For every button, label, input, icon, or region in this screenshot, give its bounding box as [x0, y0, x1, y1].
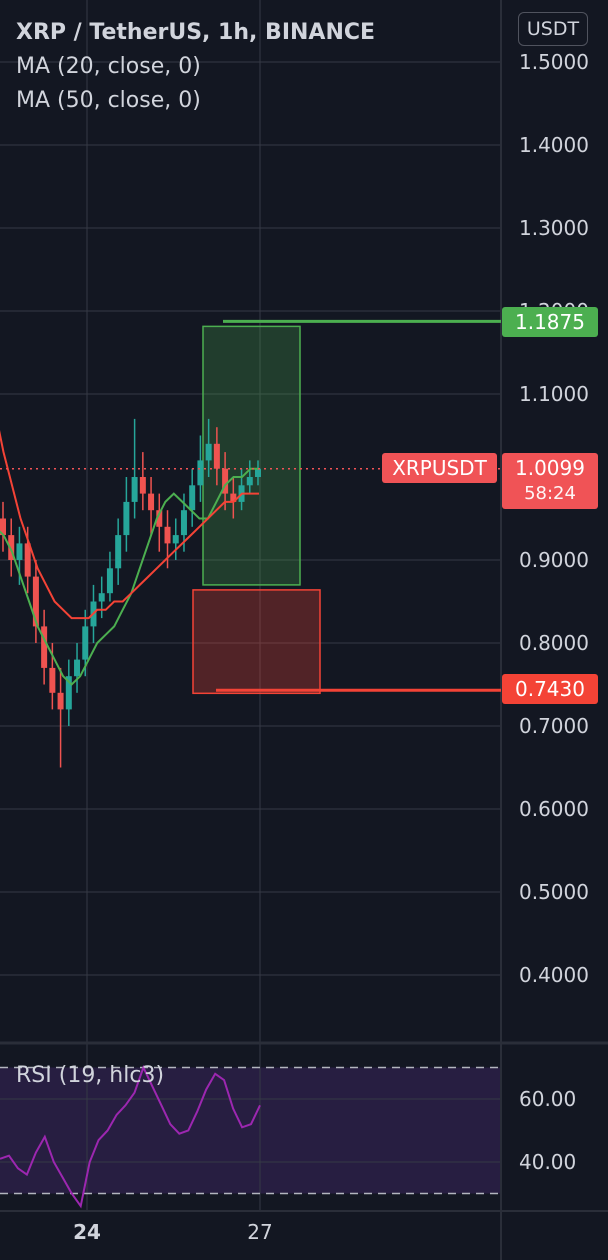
candle-body	[255, 468, 261, 477]
time-tick-label: 27	[247, 1220, 272, 1244]
candle-body	[24, 543, 31, 577]
candle-body	[205, 443, 212, 461]
price-tick-label: 0.9000	[519, 548, 589, 572]
time-tick-label: 24	[73, 1220, 101, 1244]
candle-body	[164, 526, 171, 544]
ma50-legend[interactable]: MA (50, close, 0)	[16, 88, 201, 113]
take-profit-tag: 1.1875	[502, 307, 598, 337]
candle-body	[139, 477, 146, 494]
candle-body	[57, 692, 64, 710]
candle-body	[41, 626, 48, 668]
price-tick-label: 0.7000	[519, 714, 589, 738]
candle-body	[49, 667, 56, 693]
ma50-line	[0, 430, 259, 620]
candle-body	[172, 535, 179, 544]
loss-zone	[192, 589, 321, 695]
price-tick-label: 1.1000	[519, 382, 589, 406]
candle-body	[197, 460, 204, 486]
ma20-legend[interactable]: MA (20, close, 0)	[16, 54, 201, 79]
candle-body	[131, 477, 138, 502]
last-price-tag: 1.0099 58:24	[502, 453, 598, 509]
candle-body	[180, 510, 187, 536]
rsi-band	[0, 1067, 501, 1194]
rsi-line	[0, 1064, 261, 1209]
chart-legend: XRP / TetherUS, 1h, BINANCE MA (20, clos…	[16, 16, 375, 118]
bar-countdown: 58:24	[524, 483, 576, 504]
candle-body	[115, 535, 122, 569]
symbol-tag: XRPUSDT	[382, 453, 497, 483]
candle-body	[65, 676, 72, 710]
candle-body	[246, 477, 253, 486]
candle-body	[222, 468, 229, 494]
rsi-tick-label: 60.00	[519, 1087, 576, 1111]
candle-body	[213, 443, 220, 469]
price-tick-label: 0.8000	[519, 631, 589, 655]
last-price-value: 1.0099	[515, 456, 585, 480]
price-tick-label: 0.4000	[519, 963, 589, 987]
currency-button[interactable]: USDT	[518, 12, 588, 46]
candle-body	[8, 535, 15, 560]
price-tick-label: 1.4000	[519, 133, 589, 157]
candle-body	[106, 568, 113, 594]
price-tick-label: 1.5000	[519, 50, 589, 74]
candle-body	[230, 493, 237, 502]
price-tick-label: 0.6000	[519, 797, 589, 821]
rsi-tick-label: 40.00	[519, 1150, 576, 1174]
candle-body	[156, 510, 163, 527]
candle-body	[123, 501, 130, 536]
rsi-legend[interactable]: RSI (19, hlc3)	[16, 1063, 165, 1088]
price-tick-label: 1.3000	[519, 216, 589, 240]
candle-body	[98, 593, 105, 602]
candle-body	[16, 543, 23, 560]
symbol-title[interactable]: XRP / TetherUS, 1h, BINANCE	[16, 20, 376, 45]
candle-body	[32, 576, 39, 627]
ma20-line	[0, 467, 259, 686]
candle-body	[0, 518, 6, 536]
stop-loss-tag: 0.7430	[502, 674, 598, 704]
candle-body	[189, 485, 196, 511]
candle-body	[82, 626, 89, 660]
price-tick-label: 0.5000	[519, 880, 589, 904]
candle-body	[74, 659, 81, 677]
candle-body	[148, 493, 155, 511]
